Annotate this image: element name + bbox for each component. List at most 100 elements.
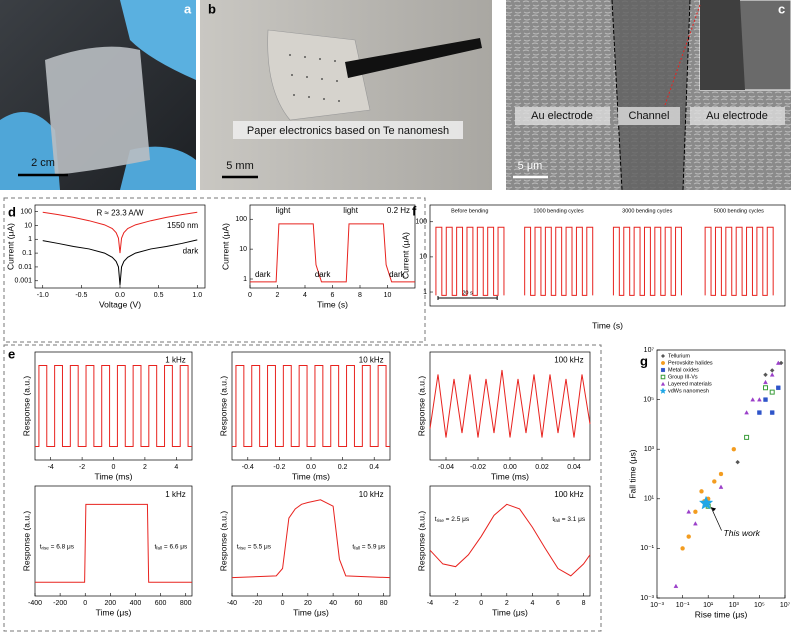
marker [744,410,749,415]
annotation: 5000 bending cycles [714,209,764,215]
annotation-text: = 6.6 μs [162,543,188,550]
annotation: Before bending [451,209,488,215]
annotation-subscript: fall [354,546,360,551]
marker [693,521,698,526]
marker [763,397,768,402]
y-tick-label: 100 [20,208,32,215]
x-tick-label: 0 [479,600,483,607]
y-tick-label: 10 [24,222,32,229]
plot-frame [34,351,193,461]
x-tick-label: 8 [358,292,362,299]
x-tick-label: 10⁻³ [650,602,664,609]
annotation-symbol: t [237,543,239,550]
x-tick-label: -0.02 [470,464,486,471]
marker [686,534,691,539]
x-tick-label: 10³ [729,602,740,609]
marker [693,509,698,514]
marker [699,489,704,494]
annotation: tfall = 6.6 μs [154,543,188,550]
y-axis-label: Current (μA) [400,232,410,279]
legend-label: Group III-Vs [668,374,698,380]
marker [757,410,762,415]
marker [763,385,769,391]
y-tick-label: 10¹ [644,496,655,503]
y-tick-label: 0.01 [18,264,32,271]
data-line [435,226,774,296]
x-axis-label: Time (μs) [96,607,132,617]
marker [775,360,781,365]
y-tick-label: 10³ [644,446,655,453]
x-tick-label: 2 [143,464,147,471]
annotation: light [343,206,358,215]
x-axis-label: Rise time (μs) [695,609,748,619]
x-tick-label: 4 [530,600,534,607]
panel-label: c [778,1,785,16]
y-tick-label: 100 [235,216,247,223]
marker [661,368,665,372]
x-tick-label: -20 [252,600,262,607]
x-tick-label: 2 [505,600,509,607]
x-axis-label: Time (μs) [492,607,528,617]
panel-label: d [8,204,16,219]
y-tick-label: 10⁵ [643,396,654,403]
marker [769,389,775,395]
annotation: trise = 2.5 μs [435,516,470,523]
marker [660,353,666,359]
plot-frame [656,349,786,599]
annotation: 3000 bending cycles [622,209,672,215]
x-tick-label: 0.00 [503,464,517,471]
photo-b: Paper electronics based on Te nanomesh 5… [200,0,492,190]
x-tick-label: 0.0 [115,292,125,299]
x-axis-label: Time (ms) [491,471,529,481]
x-tick-label: 6 [556,600,560,607]
marker [680,546,685,551]
annotation: 100 kHz [554,356,583,365]
annotation-arrow [710,507,722,531]
photo-label: Au electrode [531,110,593,122]
x-tick-label: 0.04 [567,464,581,471]
annotation: R ≈ 23.3 A/W [96,208,144,217]
annotation: 1000 bending cycles [533,209,583,215]
panel-label: f [412,203,417,218]
annotation: dark [183,247,200,256]
y-axis-label: Current (μA) [5,223,15,270]
y-tick-label: 10⁻¹ [640,545,654,552]
x-tick-label: 0 [281,600,285,607]
x-tick-label: 8 [582,600,586,607]
data-line [429,503,591,577]
y-axis-label: Response (a.u.) [218,376,228,437]
x-tick-label: 1.0 [192,292,202,299]
x-tick-label: 10⁻¹ [676,602,690,609]
legend-label: Metal oxides [668,367,699,373]
x-tick-label: 4 [303,292,307,299]
annotation-subscript: rise [42,546,50,551]
x-tick-label: 0 [112,464,116,471]
scale-bar-label: 5 μm [518,160,543,172]
marker [750,397,756,402]
annotation-symbol: t [552,516,554,523]
annotation: tfall = 3.1 μs [552,516,586,523]
x-tick-label: -400 [28,600,42,607]
marker [718,471,724,477]
data-line [42,239,198,285]
annotation: light [276,206,291,215]
panel-label: b [208,1,216,16]
marker [763,372,768,378]
panel-label: e [8,346,15,361]
panel-box [3,197,426,343]
data-line [250,223,415,283]
x-tick-label: 40 [329,600,337,607]
plot-frame [231,351,391,461]
annotation-text: = 6.8 μs [49,543,75,550]
y-axis-label: Fall time (μs) [627,449,637,498]
annotation-subscript: rise [239,546,247,551]
x-tick-label: 60 [355,600,363,607]
x-tick-label: 2 [276,292,280,299]
y-tick-label: 10 [239,246,247,253]
x-tick-label: 0.5 [154,292,164,299]
annotation: dark [255,270,272,279]
annotation-text: = 2.5 μs [444,516,470,523]
x-tick-label: 0.4 [369,464,379,471]
plot-frame [429,351,591,461]
